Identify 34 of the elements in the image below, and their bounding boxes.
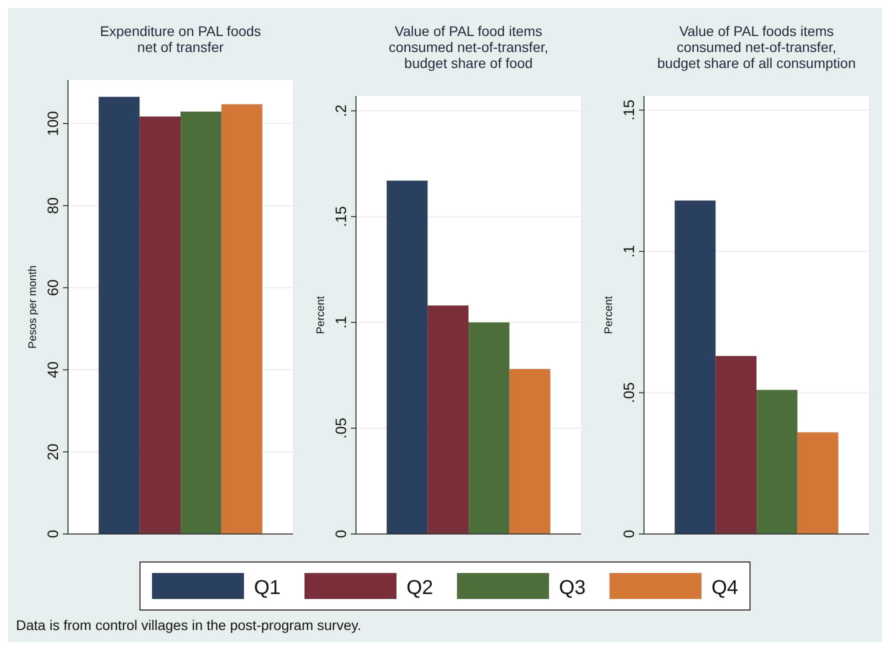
bar xyxy=(509,368,550,534)
y-tick-label: 0 xyxy=(621,530,638,538)
y-tick-label: 20 xyxy=(45,444,62,460)
legend-label: Q3 xyxy=(559,577,586,599)
bar xyxy=(428,305,468,534)
legend-label: Q2 xyxy=(406,577,434,599)
y-tick-label: 100 xyxy=(45,110,62,136)
bar xyxy=(797,432,838,534)
y-tick-label: .15 xyxy=(621,100,638,121)
y-tick-label: 40 xyxy=(45,361,62,378)
chart-title: Value of PAL food items consumed net-of-transfer, budget share of food xyxy=(388,23,548,71)
y-tick-label: .1 xyxy=(333,316,350,329)
text: Data is from control villages in the post-program survey. xyxy=(16,617,362,633)
y-tick-label: .05 xyxy=(621,382,638,404)
y-tick-label: .1 xyxy=(621,245,638,258)
legend-label: Q1 xyxy=(254,577,281,599)
y-axis-title: Percent xyxy=(603,296,615,334)
bar xyxy=(716,356,756,534)
y-tick-label: .15 xyxy=(333,206,350,228)
bar xyxy=(756,390,798,534)
y-tick-label: 80 xyxy=(45,197,62,214)
y-axis-title: Percent xyxy=(315,296,327,334)
y-tick-label: 0 xyxy=(333,530,350,538)
y-tick-label: .05 xyxy=(333,418,350,439)
bar xyxy=(674,200,716,534)
chart-title: Value of PAL foods items consumed net-of-transfer, budget share of all consumption xyxy=(657,23,856,71)
y-axis-title: Pesos per month xyxy=(27,265,39,349)
bar xyxy=(468,322,510,534)
y-tick-label: 0 xyxy=(45,530,62,538)
y-tick-label: 60 xyxy=(45,279,62,296)
chart-title: Expenditure on PAL foods net of transfer xyxy=(100,23,262,55)
bar xyxy=(386,180,428,534)
legend-label: Q4 xyxy=(712,577,738,599)
y-tick-label: .2 xyxy=(333,104,350,118)
